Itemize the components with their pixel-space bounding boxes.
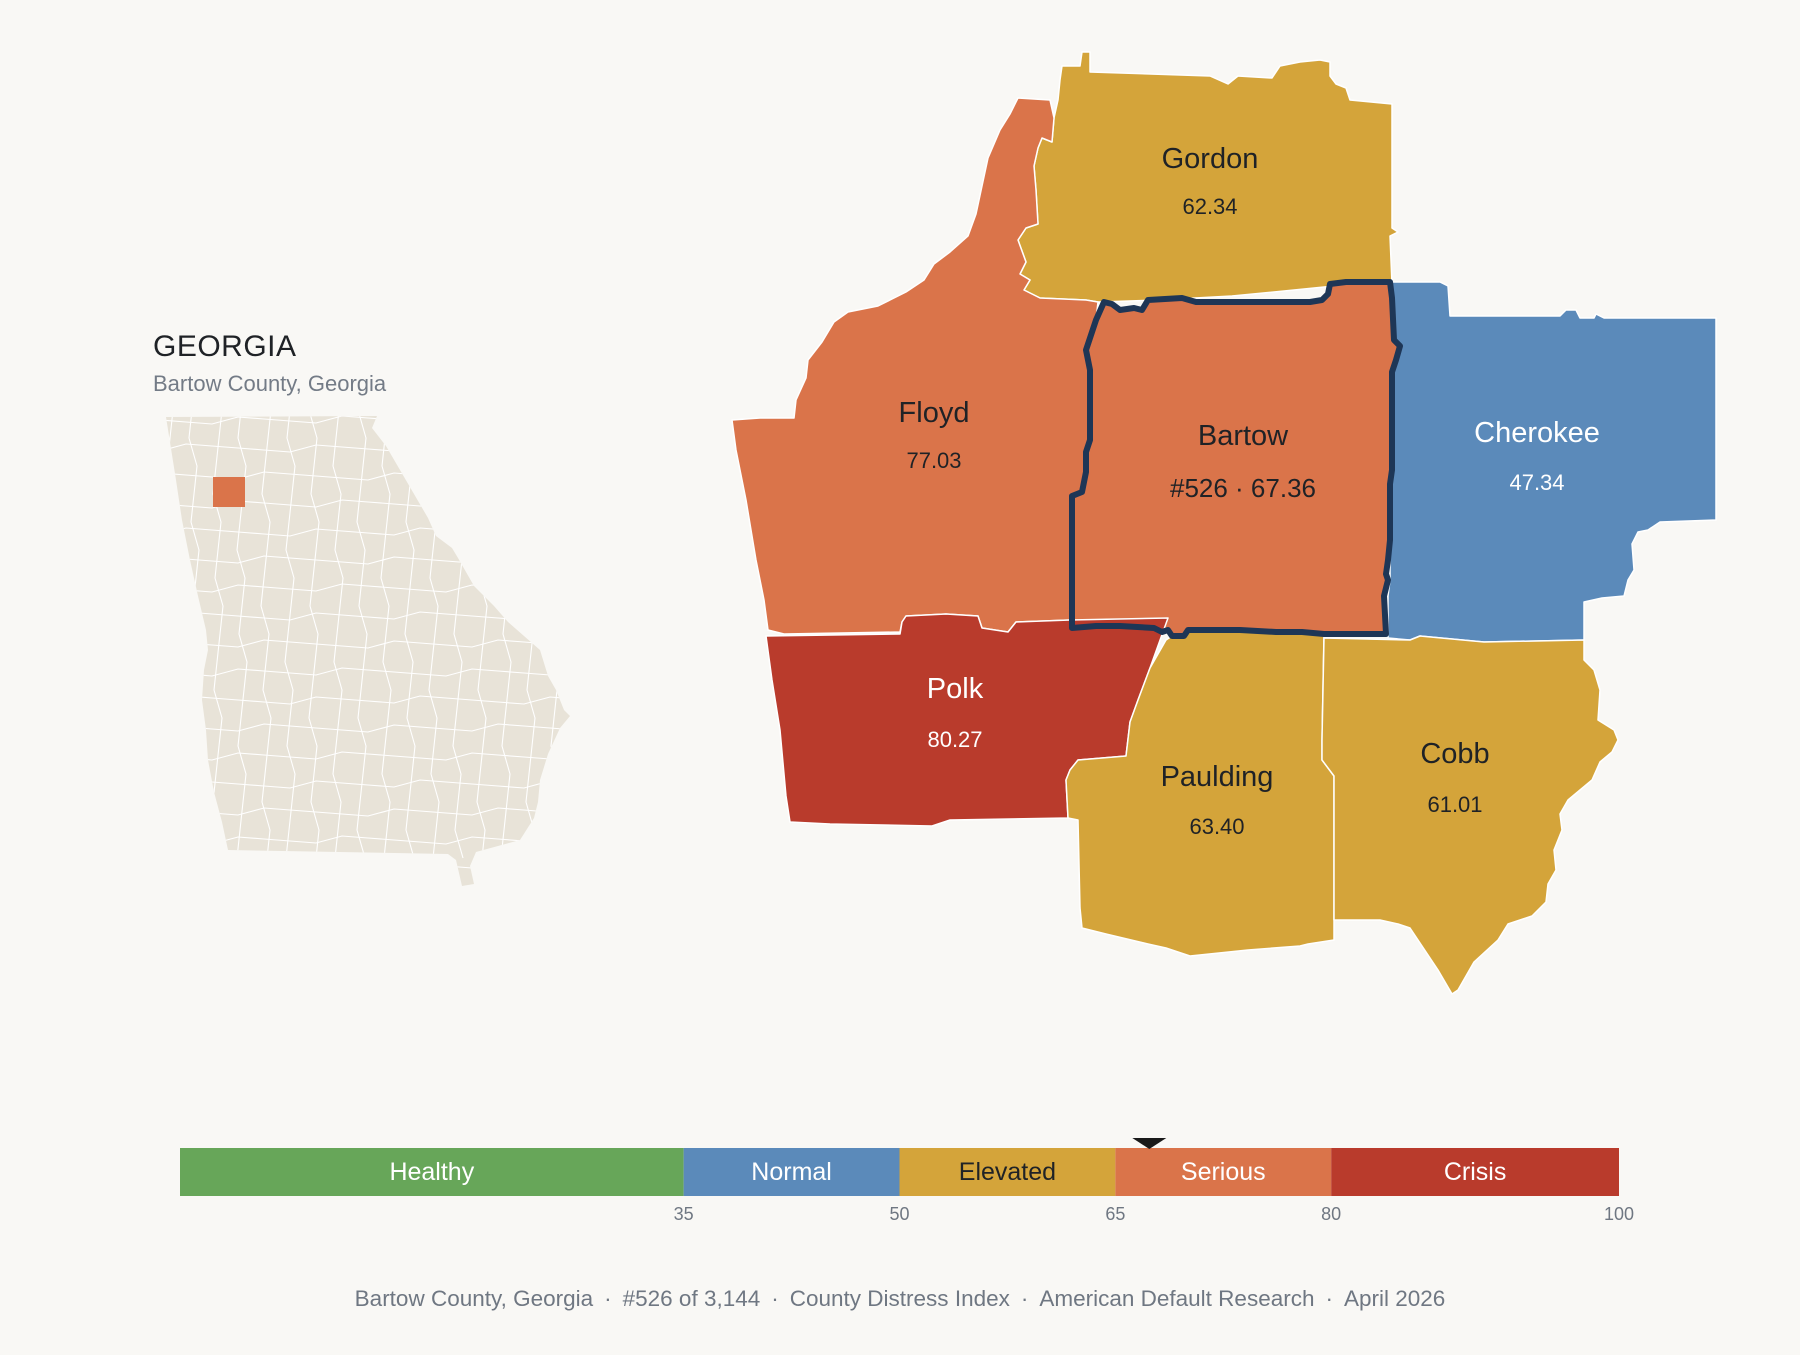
legend-tick: 65 (1105, 1204, 1125, 1224)
county-value-cobb: 61.01 (1427, 792, 1482, 817)
inset-county-boundary (166, 835, 570, 845)
footer-rank: #526 of 3,144 (622, 1286, 761, 1311)
inset-county-boundary (308, 416, 320, 859)
county-gordon[interactable] (1017, 51, 1399, 303)
county-value-paulding: 63.40 (1189, 814, 1244, 839)
county-labels: Gordon 62.34 Floyd 77.03 Bartow #526 · 6… (899, 143, 1600, 839)
legend-tick: 50 (889, 1204, 909, 1224)
state-title: GEORGIA (153, 330, 297, 363)
county-label-polk: Polk (927, 673, 984, 705)
legend-tick: 100 (1604, 1204, 1634, 1224)
legend-segment-healthy (180, 1148, 684, 1196)
county-cherokee[interactable] (1387, 281, 1717, 643)
inset-county-boundary (356, 416, 368, 859)
footer-index: County Distress Index (789, 1286, 1010, 1311)
georgia-inset-map (166, 410, 583, 886)
legend-segment-elevated (899, 1148, 1116, 1196)
footer-separator: · (1325, 1286, 1333, 1311)
state-subtitle: Bartow County, Georgia (153, 371, 387, 396)
legend-label-crisis: Crisis (1444, 1158, 1507, 1186)
footer-county: Bartow County, Georgia (354, 1286, 594, 1311)
inset-county-boundary (166, 863, 570, 873)
legend-label-healthy: Healthy (389, 1158, 474, 1186)
inset-county-boundary (260, 416, 272, 859)
legend-label-elevated: Elevated (959, 1158, 1056, 1186)
inset-county-boundary (166, 667, 570, 677)
legend-segment-crisis (1331, 1148, 1619, 1196)
county-label-floyd: Floyd (899, 397, 970, 429)
county-value-cherokee: 47.34 (1509, 470, 1564, 495)
inset-county-boundary (332, 416, 344, 859)
bartow-selection-outline (1069, 279, 1403, 639)
county-value-polk: 80.27 (927, 727, 982, 752)
inset-county-boundary (166, 695, 570, 705)
county-value-floyd: 77.03 (906, 448, 961, 473)
legend-marker (1132, 1138, 1167, 1149)
legend-segment-normal (683, 1148, 900, 1196)
county-map (731, 51, 1717, 995)
footer-source: American Default Research (1039, 1286, 1315, 1311)
legend-label-serious: Serious (1181, 1158, 1266, 1186)
footer-separator: · (1020, 1286, 1029, 1311)
inset-county-boundary (284, 416, 296, 859)
inset-county-boundary (380, 416, 392, 859)
inset-county-boundary (573, 410, 583, 858)
inset-county-boundary (548, 416, 560, 859)
distress-legend: Healthy Normal Elevated Serious Crisis 35 50 65… (180, 1138, 1634, 1224)
inset-county-boundary (166, 751, 570, 761)
legend-segment-serious (1115, 1148, 1332, 1196)
inset-county-boundary (166, 723, 570, 733)
footer-separator: · (604, 1286, 612, 1311)
county-label-bartow: Bartow (1198, 420, 1289, 452)
county-label-cherokee: Cherokee (1474, 417, 1600, 449)
footer-date: April 2026 (1343, 1286, 1446, 1311)
inset-county-boundary (212, 416, 224, 859)
legend-label-normal: Normal (751, 1158, 832, 1186)
inset-county-boundary (166, 611, 570, 621)
county-label-paulding: Paulding (1161, 761, 1274, 793)
county-cobb[interactable] (1321, 635, 1619, 995)
inset-county-boundary (236, 416, 248, 859)
legend-tick: 80 (1321, 1204, 1341, 1224)
footer-separator: · (771, 1286, 779, 1311)
inset-county-boundary (166, 639, 570, 649)
bartow-inset-highlight (213, 477, 245, 507)
county-label-gordon: Gordon (1162, 143, 1259, 175)
county-value-bartow: #526 · 67.36 (1170, 473, 1316, 503)
footer: Bartow County, Georgia · #526 of 3,144 · Cou… (0, 1286, 1800, 1312)
georgia-outline (166, 416, 570, 886)
legend-tick: 35 (674, 1204, 694, 1224)
county-bartow[interactable] (1069, 281, 1401, 637)
county-label-cobb: Cobb (1420, 738, 1489, 770)
inset-county-boundary (166, 416, 176, 859)
county-value-gordon: 62.34 (1182, 194, 1237, 219)
